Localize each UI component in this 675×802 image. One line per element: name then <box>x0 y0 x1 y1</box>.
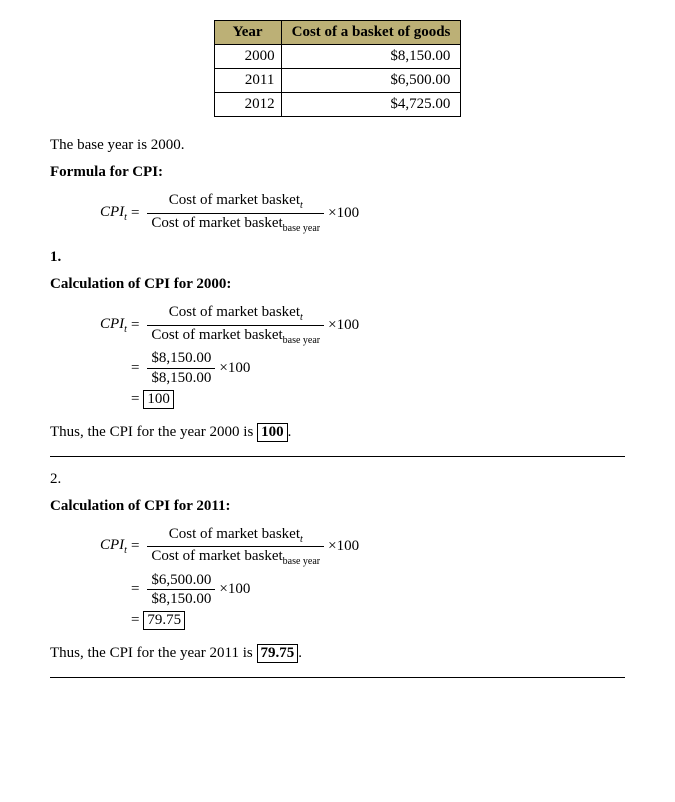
section-1-heading: Calculation of CPI for 2000: <box>50 276 625 293</box>
result-box: 100 <box>143 390 174 409</box>
conclusion-2011: Thus, the CPI for the year 2011 is 79.75… <box>50 644 625 663</box>
cell-cost: $6,500.00 <box>281 69 461 93</box>
section-1-number: 1. <box>50 249 625 266</box>
section-2-number: 2. <box>50 471 625 488</box>
conclusion-2000: Thus, the CPI for the year 2000 is 100. <box>50 423 625 442</box>
cell-year: 2011 <box>214 69 281 93</box>
col-year-header: Year <box>214 21 281 45</box>
cpi-formula: CPIt = Cost of market baskett Cost of ma… <box>100 191 625 235</box>
calc-2000: CPIt = Cost of market baskett Cost of ma… <box>100 303 625 409</box>
result-box: 79.75 <box>143 611 185 630</box>
basket-table: Year Cost of a basket of goods 2000 $8,1… <box>214 20 462 117</box>
section-2-heading: Calculation of CPI for 2011: <box>50 498 625 515</box>
divider <box>50 456 625 457</box>
table-row: 2000 $8,150.00 <box>214 45 461 69</box>
cell-cost: $4,725.00 <box>281 93 461 117</box>
equals-sign: = <box>131 205 139 222</box>
base-year-text: The base year is 2000. <box>50 137 625 154</box>
calc-2011: CPIt = Cost of market baskett Cost of ma… <box>100 525 625 631</box>
formula-heading: Formula for CPI: <box>50 164 625 181</box>
formula-fraction: Cost of market baskett Cost of market ba… <box>147 191 324 235</box>
formula-lhs: CPIt <box>100 204 127 223</box>
col-cost-header: Cost of a basket of goods <box>281 21 461 45</box>
divider <box>50 677 625 678</box>
times-100: ×100 <box>328 205 359 222</box>
table-row: 2011 $6,500.00 <box>214 69 461 93</box>
cell-year: 2000 <box>214 45 281 69</box>
cell-cost: $8,150.00 <box>281 45 461 69</box>
table-row: 2012 $4,725.00 <box>214 93 461 117</box>
cell-year: 2012 <box>214 93 281 117</box>
